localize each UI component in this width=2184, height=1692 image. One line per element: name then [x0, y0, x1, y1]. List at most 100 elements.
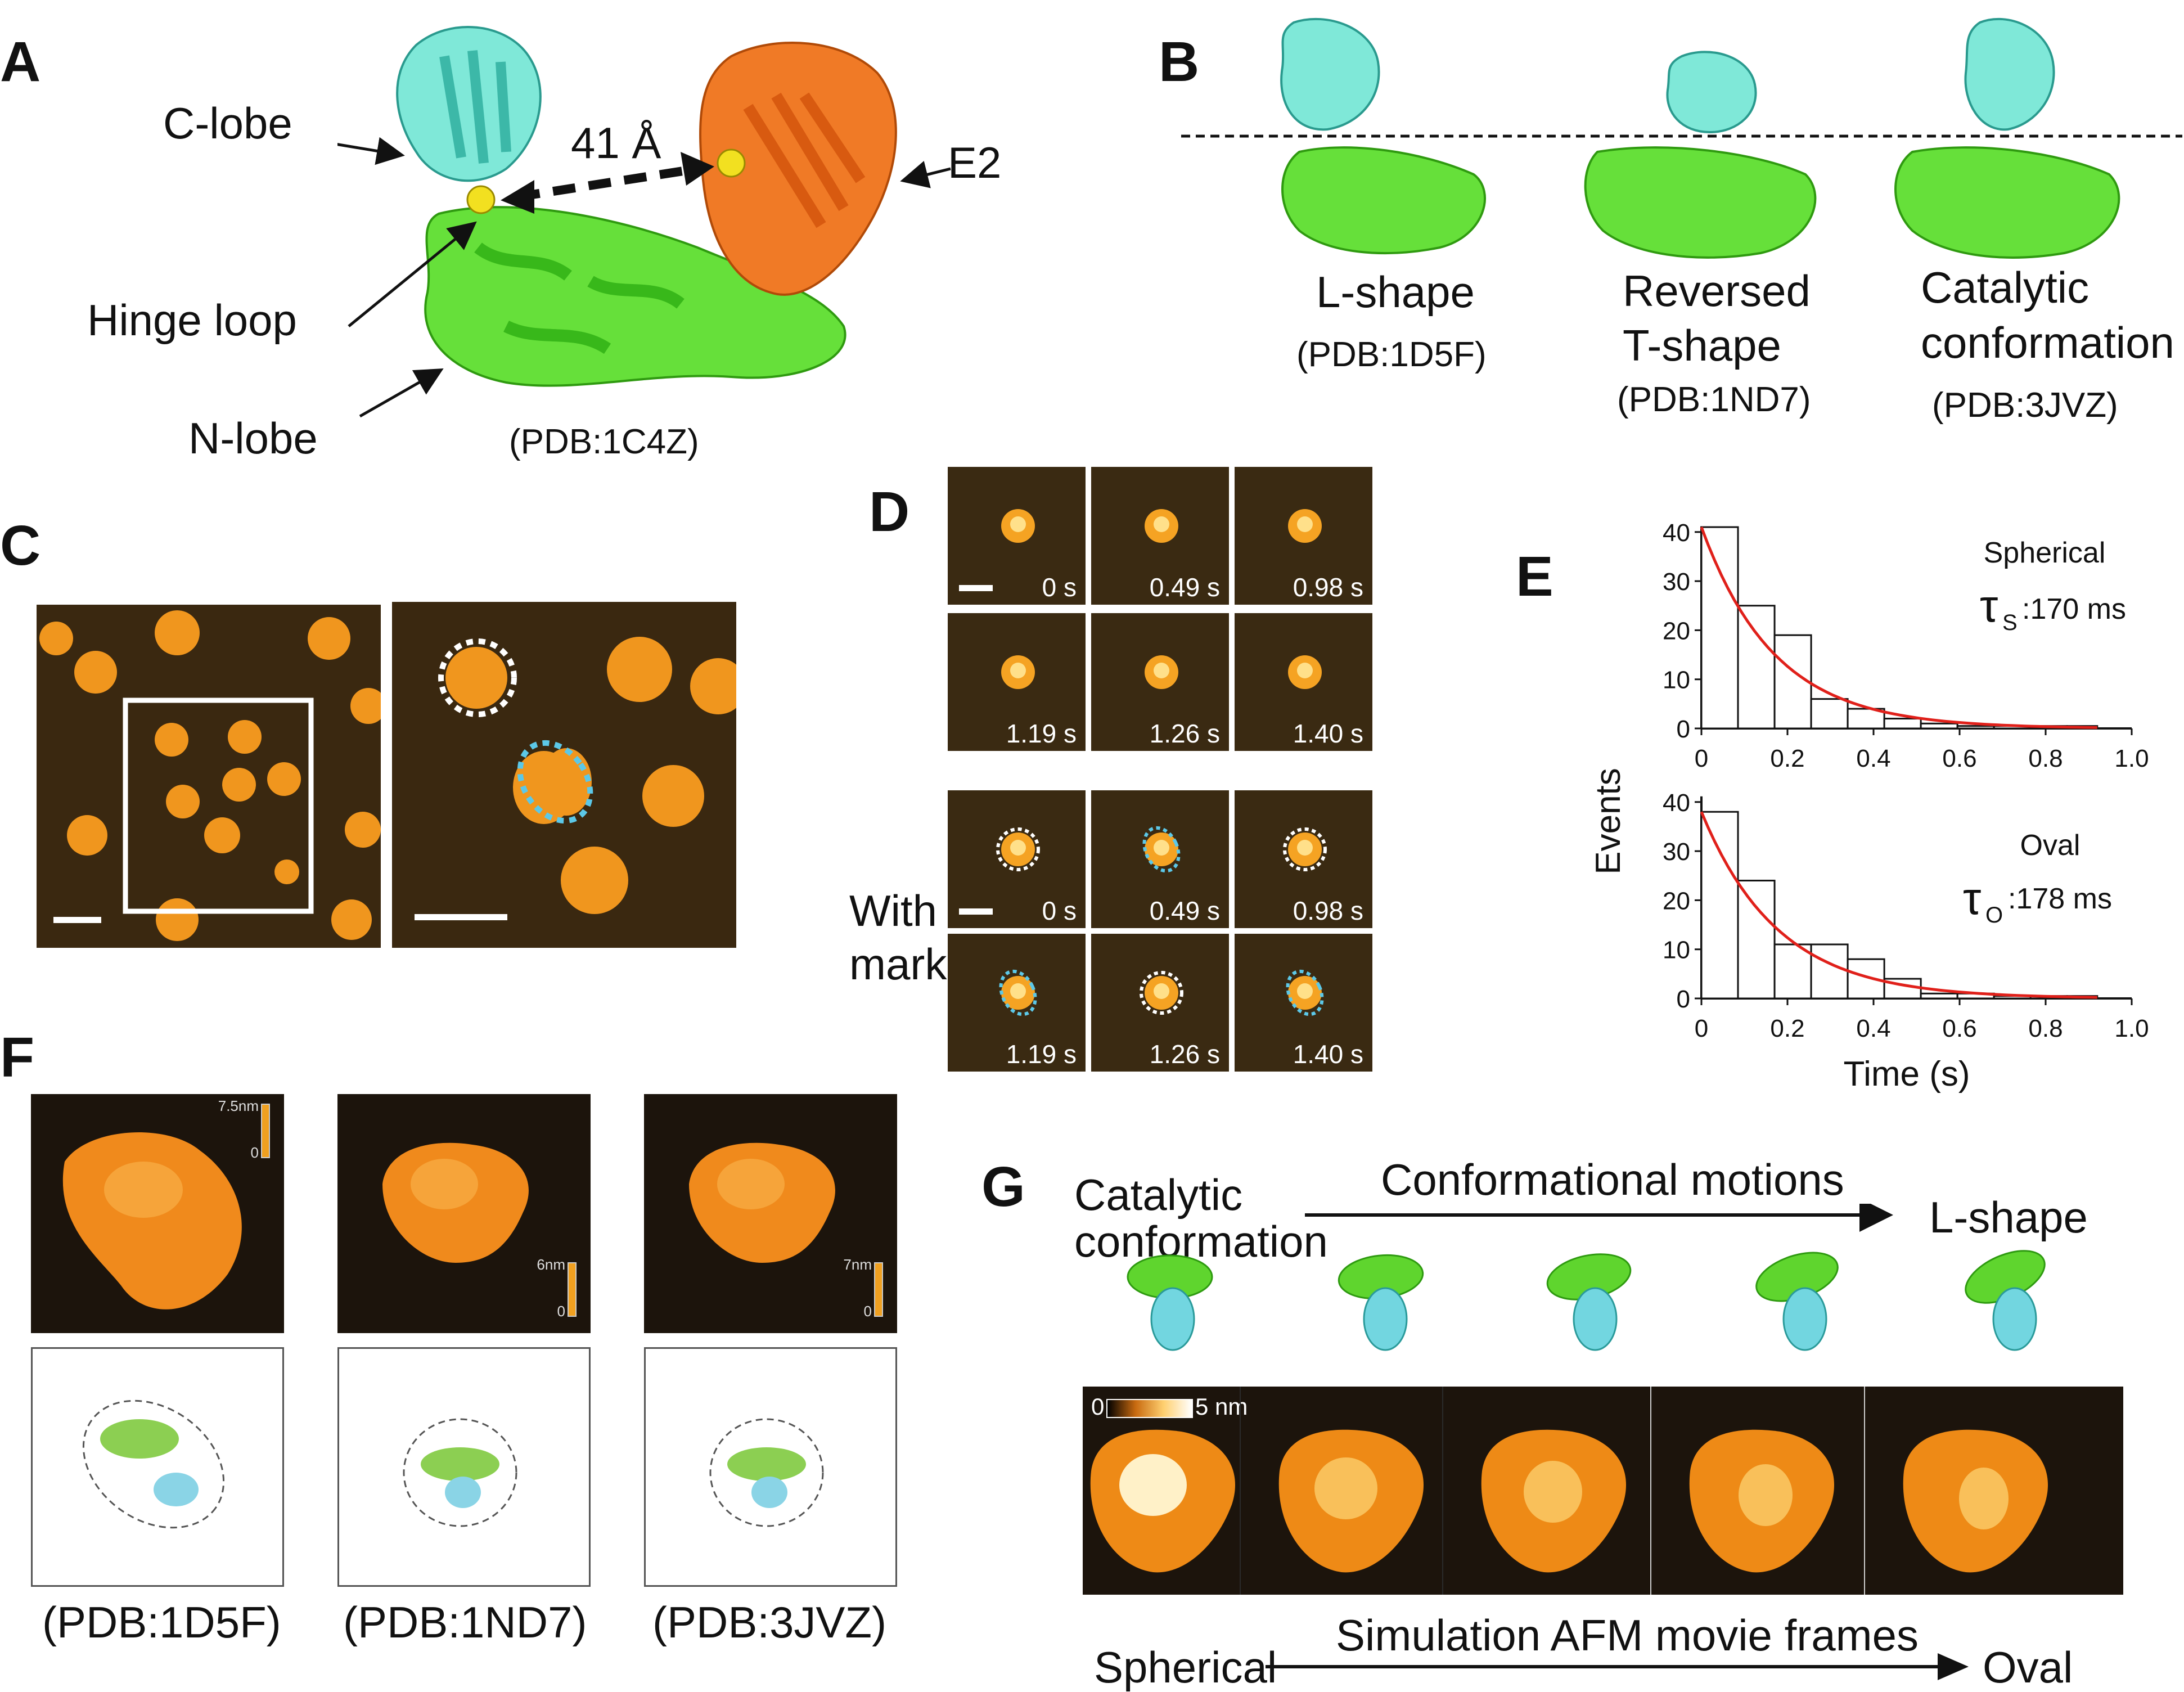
- fit-ellipse: [709, 1418, 824, 1527]
- timestamp: 1.19 s: [1006, 719, 1077, 748]
- zoom-box: [123, 698, 314, 914]
- colorbar-max: 6nm: [537, 1256, 565, 1273]
- timestamp: 1.40 s: [1293, 719, 1363, 748]
- spherical-mark: [1140, 971, 1183, 1015]
- l-shape-structure: [1280, 17, 1486, 254]
- colorbar-min: 0: [1091, 1393, 1105, 1420]
- histogram-bar: [1700, 526, 1739, 730]
- histogram-bar: [1737, 879, 1776, 1000]
- panel-label-c: C: [0, 514, 41, 577]
- n-lobe-model: [727, 1447, 806, 1481]
- spherical-label: Spherical: [1094, 1642, 1277, 1692]
- catalytic-label-1: Catalytic: [1921, 263, 2090, 312]
- conformation-model: [1127, 1254, 1213, 1351]
- panel-c-overview-afm: [37, 605, 381, 948]
- afm-frame: 0 s: [948, 467, 1086, 605]
- y-tick-label: 30: [1663, 568, 1690, 596]
- spherical-mark: [438, 638, 517, 717]
- tau-symbol: τ: [1980, 580, 1998, 632]
- conformation-model: [1965, 1250, 2046, 1351]
- y-tick-label: 10: [1663, 937, 1690, 964]
- x-tick-label: 0.6: [1942, 745, 1976, 772]
- catalytic-label-2: conformation: [1921, 318, 2174, 367]
- fit-ellipse: [403, 1418, 517, 1527]
- histogram-bar: [1700, 811, 1739, 1000]
- afm-frame: 1.40 s: [1235, 613, 1372, 751]
- timestamp: 0 s: [1042, 896, 1077, 925]
- series-label: Spherical: [1984, 537, 2106, 569]
- tau-symbol: τ: [1963, 873, 1981, 924]
- reversed-t-pdb: (PDB:1ND7): [1617, 380, 1811, 419]
- n-lobe-label: N-lobe: [188, 413, 318, 463]
- histogram-bar: [1810, 698, 1849, 730]
- afm-frame: 1.19 s: [948, 934, 1086, 1072]
- tau-subscript: S: [2002, 610, 2018, 635]
- tau-value: :170 ms: [2022, 593, 2126, 626]
- with-mark-label-2: mark: [849, 939, 947, 989]
- x-tick-label: 0: [1695, 745, 1708, 772]
- timestamp: 0 s: [1042, 573, 1077, 602]
- exponential-fit-curve: [1700, 811, 2097, 999]
- x-tick-label: 0.6: [1942, 1015, 1976, 1042]
- scale-bar: [53, 917, 101, 923]
- experimental-afm-image: 6nm 0: [337, 1094, 591, 1333]
- histogram-oval: 0 10 20 30 40 0 0.2 0.4 0.6 0.8 1.0 Oval τ O:178 ms: [1663, 789, 2149, 1042]
- colorbar-min: 0: [557, 1303, 565, 1320]
- x-tick-label: 0.4: [1856, 745, 1890, 772]
- conformational-motions-label: Conformational motions: [1381, 1155, 1844, 1204]
- g-l-shape-label: L-shape: [1929, 1192, 2088, 1242]
- c-lobe-model: [751, 1477, 787, 1508]
- reversed-t-label-2: T-shape: [1623, 321, 1781, 370]
- pdb-1d5f-label: (PDB:1D5F): [42, 1598, 281, 1647]
- afm-frame: 0.98 s: [1235, 467, 1372, 605]
- oval-mark: [1142, 826, 1181, 873]
- panel-g-structures: [1127, 1204, 2046, 1351]
- colorbar-min: 0: [251, 1144, 259, 1161]
- scale-bar: [959, 585, 993, 591]
- x-tick-label: 0.2: [1770, 745, 1804, 772]
- hinge-loop-label: Hinge loop: [87, 295, 297, 345]
- distance-arrow: [516, 164, 699, 201]
- panel-a-pdb: (PDB:1C4Z): [509, 422, 699, 461]
- panel-label-b: B: [1159, 30, 1200, 93]
- y-tick-label: 30: [1663, 838, 1690, 866]
- x-tick-label: 0: [1695, 1015, 1708, 1042]
- y-tick-label: 0: [1677, 716, 1690, 743]
- distance-label: 41 Å: [571, 118, 661, 168]
- histogram-bar: [1847, 708, 1885, 730]
- series-label: Oval: [2020, 829, 2081, 862]
- n-lobe-ribbon: [424, 206, 846, 387]
- fitted-structure-frame: [337, 1347, 591, 1587]
- c-lobe-label: C-lobe: [163, 98, 292, 148]
- e2-ribbon: [699, 42, 897, 296]
- colorbar-max: 5 nm: [1195, 1393, 1248, 1420]
- x-tick-label: 0.2: [1770, 1015, 1804, 1042]
- oval-mark: [999, 969, 1037, 1016]
- exponential-fit-curve: [1700, 526, 2097, 729]
- molecule-blob: [62, 1132, 242, 1310]
- afm-frame: 0.49 s: [1091, 467, 1229, 605]
- height-colorbar: [261, 1104, 270, 1158]
- x-tick-label: 0.8: [2028, 1015, 2063, 1042]
- conformation-model: [1546, 1253, 1632, 1351]
- histogram-bar: [1773, 943, 1812, 1000]
- colorbar-min: 0: [864, 1303, 872, 1320]
- timestamp: 1.26 s: [1149, 719, 1220, 748]
- histogram-bar: [1920, 722, 1958, 730]
- timestamp: 0.49 s: [1149, 896, 1220, 925]
- experimental-afm-image: 7.5nm 0: [31, 1094, 284, 1333]
- histogram-bar: [1920, 992, 1958, 1000]
- reversed-t-label-1: Reversed: [1623, 266, 1811, 316]
- histogram-spherical: 0 10 20 30 40 0 0.2 0.4 0.6 0.8 1.0 Spherical τ S:170…: [1663, 519, 2149, 772]
- y-axis-label: Events: [1589, 768, 1628, 875]
- y-tick-label: 40: [1663, 789, 1690, 817]
- afm-frame: 0.49 s: [1091, 790, 1229, 928]
- panel-label-a: A: [0, 30, 41, 93]
- c-lobe-ribbon: [396, 25, 542, 182]
- conformation-model: [1755, 1252, 1839, 1351]
- timestamp: 1.19 s: [1006, 1040, 1077, 1069]
- y-tick-label: 20: [1663, 887, 1690, 915]
- panel-a-structure: [337, 25, 951, 418]
- conformation-model: [1338, 1254, 1424, 1351]
- spherical-mark: [1283, 827, 1327, 871]
